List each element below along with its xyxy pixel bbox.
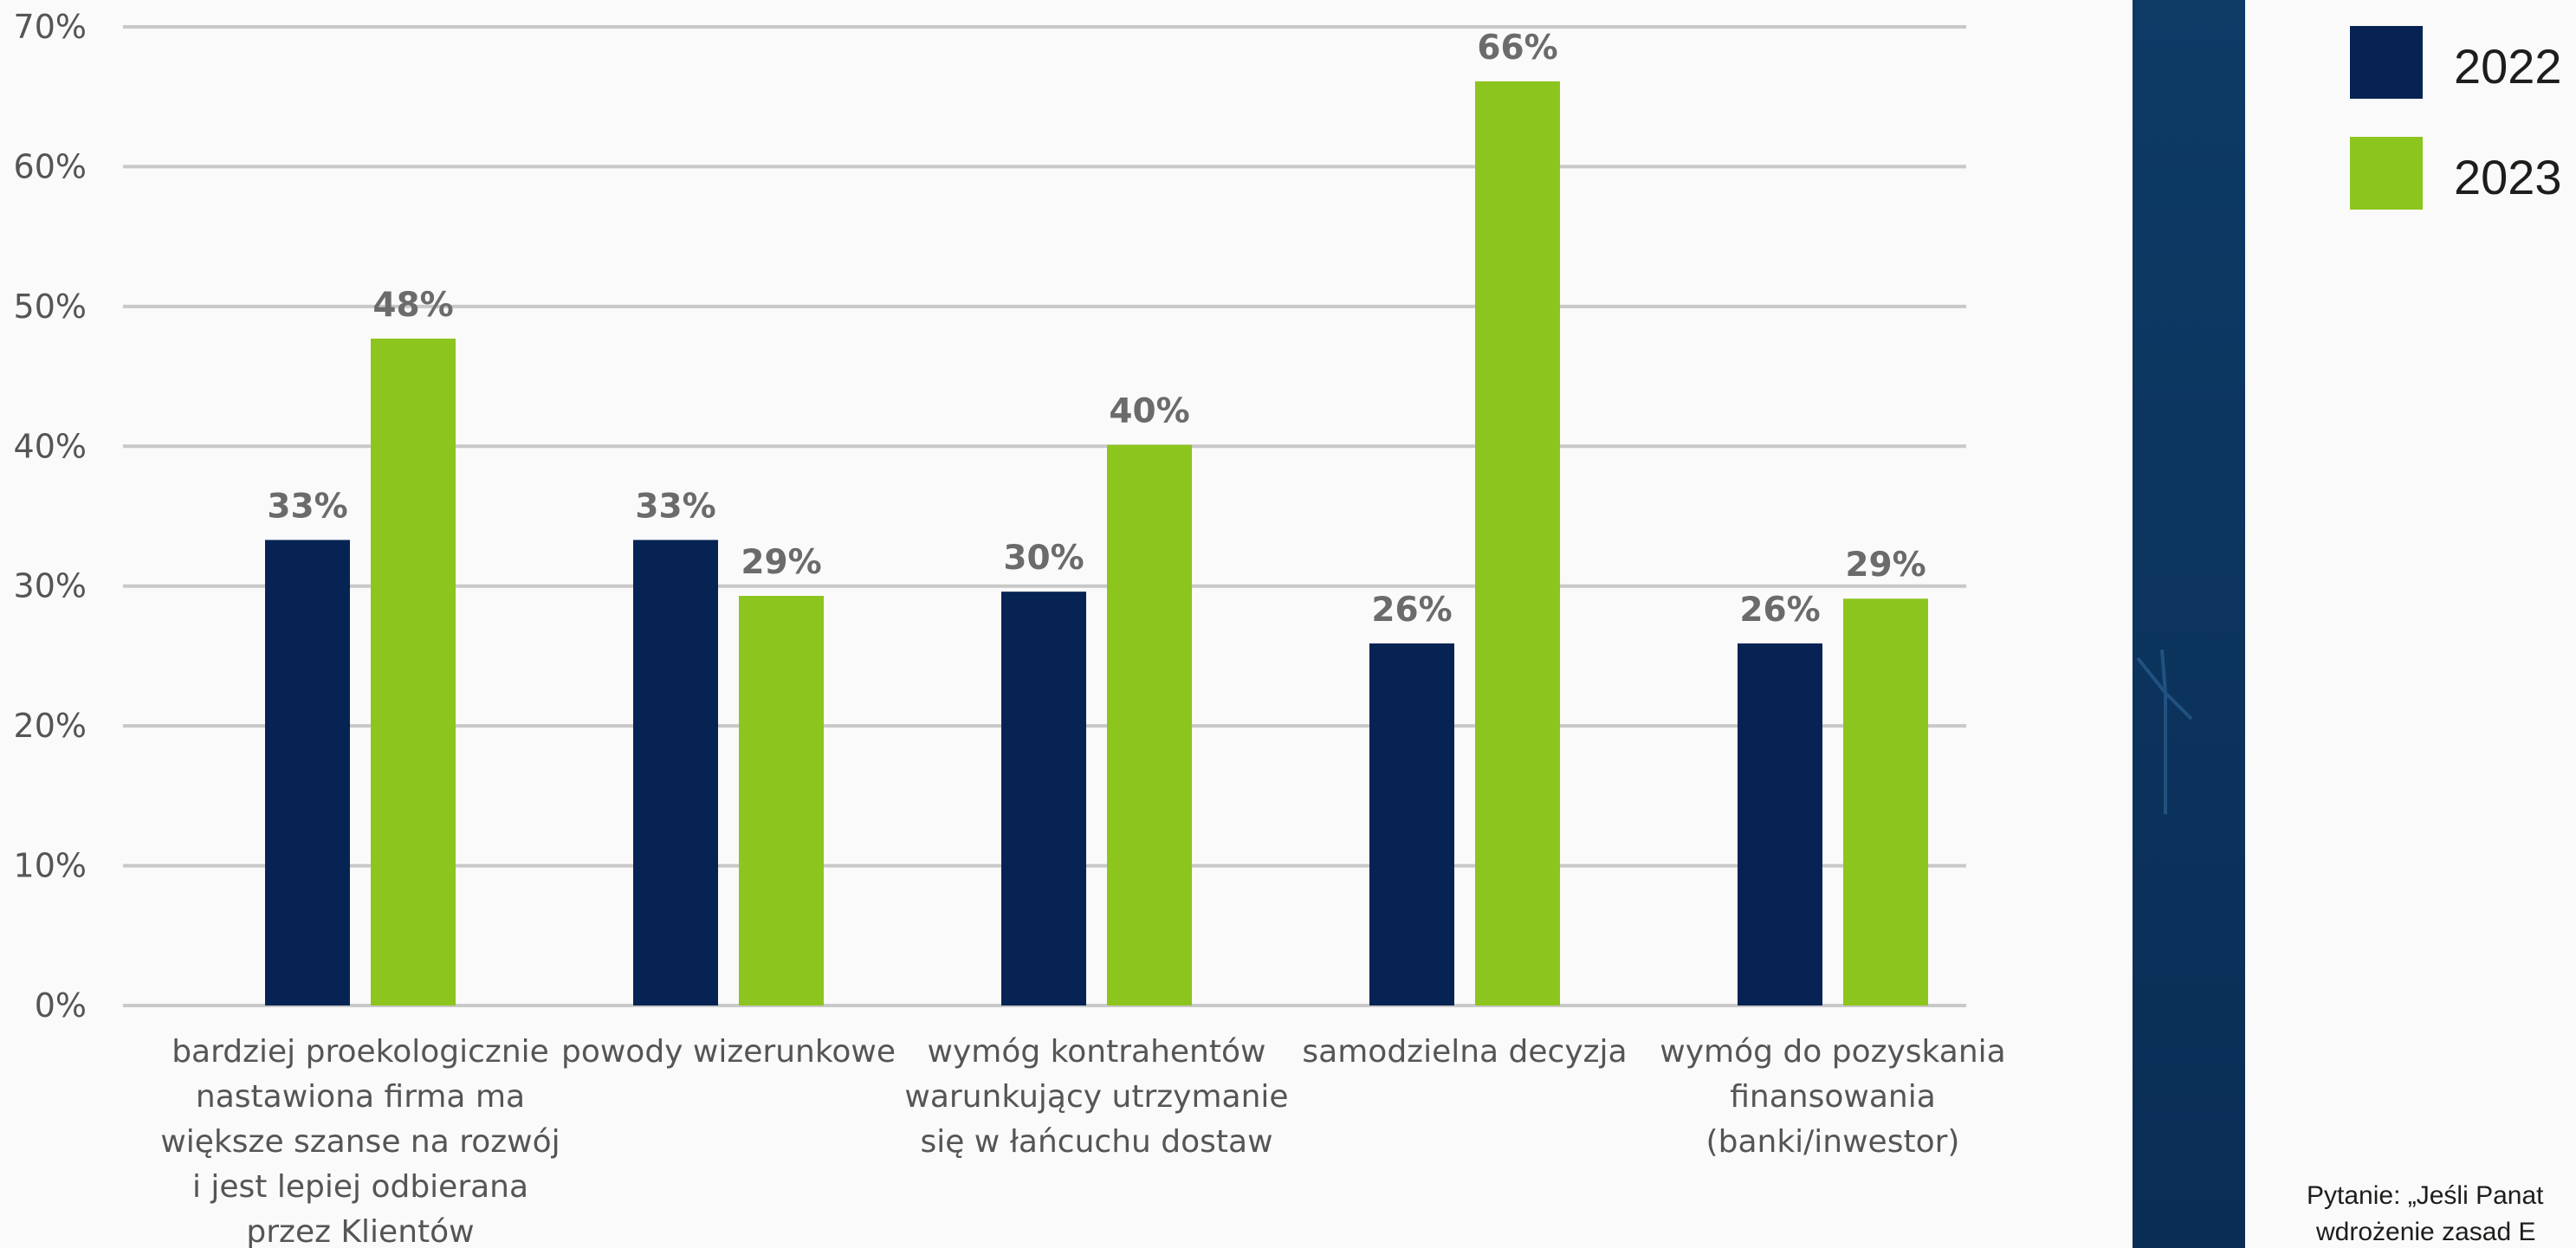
- legend-label-2022: 2022: [2454, 39, 2562, 94]
- data-label-2022-5: 26%: [1739, 591, 1820, 630]
- y-tick-label: 60%: [14, 147, 87, 185]
- category-label-3: wymóg kontrahentów warunkujący utrzymanie…: [904, 1034, 1288, 1160]
- category-label-2: powody wizerunkowe: [561, 1034, 896, 1070]
- legend-swatch-2023: [2350, 137, 2423, 210]
- decorative-side-panel: [2133, 0, 2245, 1248]
- category-label-5: wymóg do pozyskania finansowania (banki/in…: [1660, 1034, 2005, 1160]
- y-tick-label: 0%: [35, 986, 87, 1025]
- y-tick-label: 20%: [14, 707, 87, 745]
- y-tick-label: 70%: [14, 8, 87, 46]
- bar-2022-5: [1738, 643, 1822, 1006]
- y-tick-label: 40%: [14, 427, 87, 465]
- footnote-line-1: Pytanie: „Jeśli Panat: [2307, 1181, 2544, 1210]
- y-tick-label: 50%: [14, 288, 87, 326]
- data-label-2023-3: 40%: [1109, 392, 1189, 431]
- data-label-2023-1: 48%: [372, 286, 453, 325]
- category-label-4: samodzielna decyzja: [1302, 1034, 1627, 1070]
- bar-2023-5: [1843, 598, 1928, 1006]
- bar-2022-1: [265, 540, 350, 1006]
- bar-2023-3: [1107, 444, 1192, 1006]
- data-label-2022-1: 33%: [267, 487, 347, 526]
- bars: [265, 81, 1928, 1006]
- footnote-line-2: wdrożenie zasad E: [2315, 1218, 2535, 1246]
- y-tick-label: 10%: [14, 847, 87, 885]
- bar-2023-2: [739, 596, 824, 1006]
- legend-label-2023: 2023: [2454, 150, 2562, 204]
- data-label-2023-2: 29%: [741, 543, 821, 582]
- bar-2023-1: [371, 338, 456, 1006]
- bar-2023-4: [1475, 81, 1560, 1006]
- data-label-2022-2: 33%: [635, 487, 715, 526]
- data-label-2023-4: 66%: [1477, 29, 1557, 68]
- footnote: Pytanie: „Jeśli Panat wdrożenie zasad E: [2307, 1181, 2544, 1246]
- y-axis-ticks: 0% 10% 20% 30% 40% 50% 60% 70%: [14, 8, 87, 1025]
- bar-2022-2: [633, 540, 718, 1006]
- category-labels: bardziej proekologicznie nastawiona firma…: [160, 1034, 2005, 1248]
- bar-2022-3: [1001, 592, 1086, 1006]
- data-label-2022-4: 26%: [1371, 591, 1452, 630]
- wind-turbine-icon: [2136, 649, 2193, 814]
- data-label-2022-3: 30%: [1003, 539, 1084, 578]
- legend: 2022 2023: [2350, 26, 2562, 210]
- y-tick-label: 30%: [14, 567, 87, 605]
- data-labels: 33% 48% 33% 29% 30% 40% 26% 66% 26% 29%: [267, 29, 1926, 630]
- data-label-2023-5: 29%: [1845, 546, 1926, 585]
- category-label-1: bardziej proekologicznie nastawiona firma…: [160, 1034, 560, 1248]
- legend-swatch-2022: [2350, 26, 2423, 99]
- bar-2022-4: [1369, 643, 1454, 1006]
